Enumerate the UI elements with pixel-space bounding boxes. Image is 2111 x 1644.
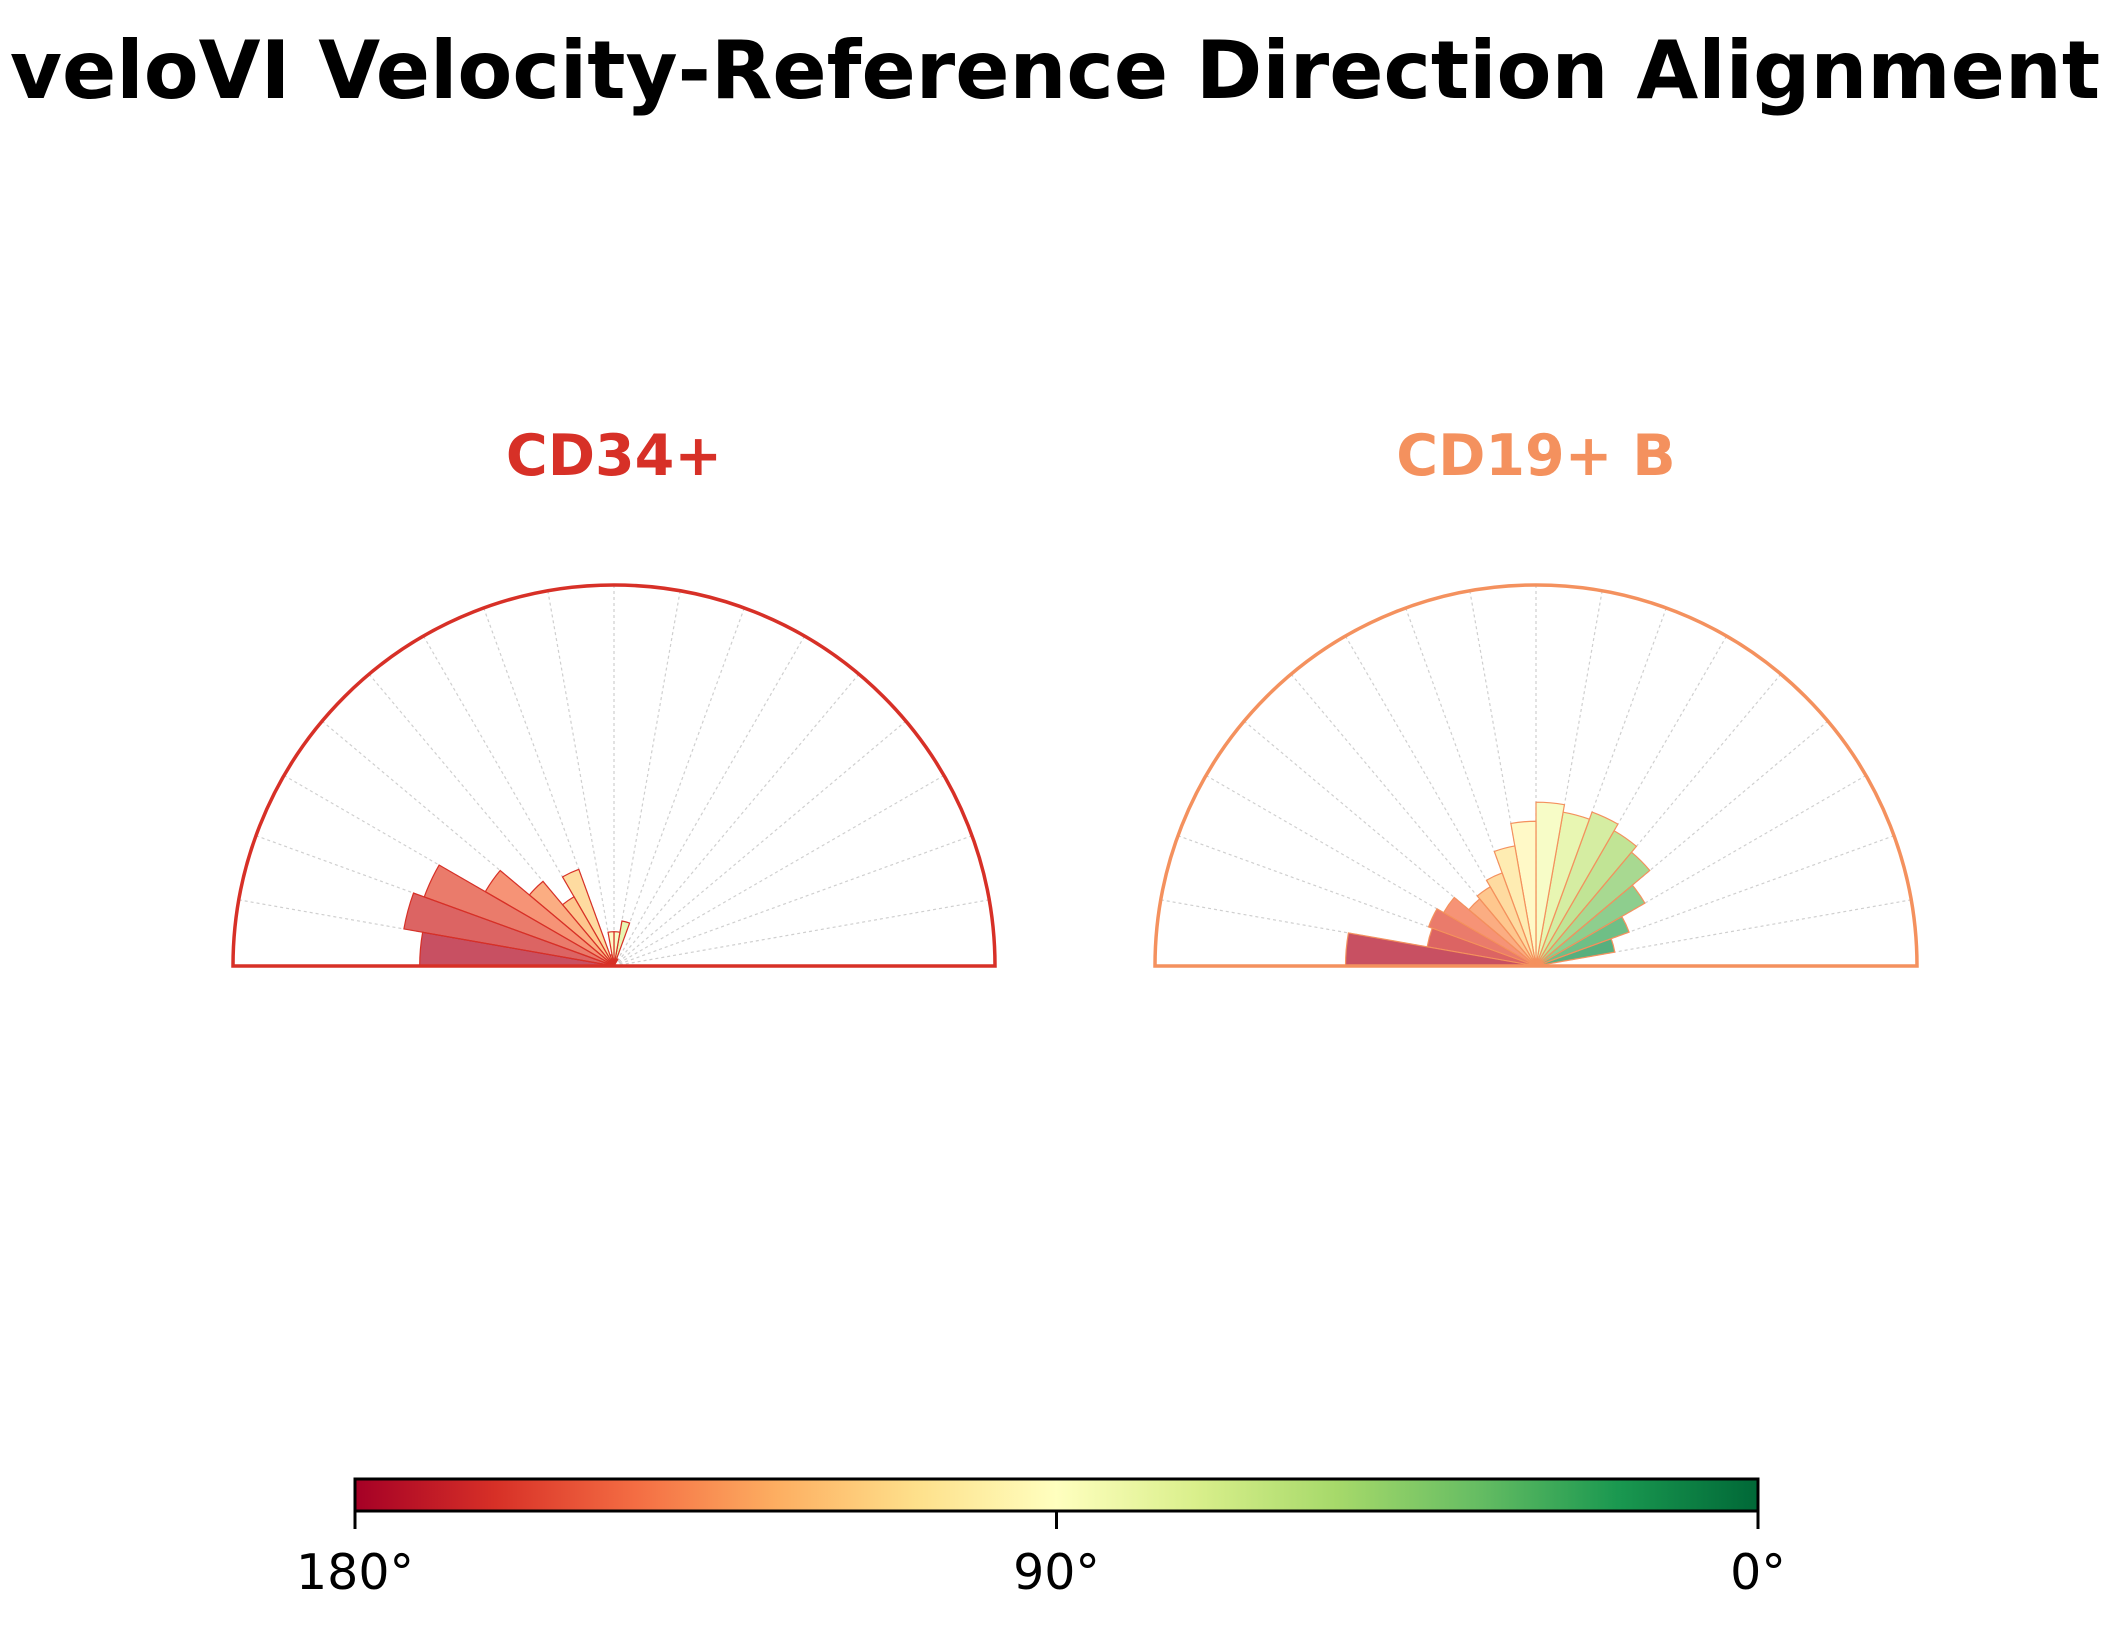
bar-125deg xyxy=(1476,885,1537,967)
colorbar: 180° 90° 0° xyxy=(296,1477,1786,1601)
bar-115deg xyxy=(1485,872,1537,967)
colorbar-ticks: 180° 90° 0° xyxy=(296,1511,1786,1601)
panels: CD34+ CD19+ B xyxy=(231,423,1919,968)
chart-title: veloVI Velocity-Reference Direction Alig… xyxy=(10,24,2100,117)
colorbar-gradient xyxy=(353,1477,1760,1513)
grid-spoke xyxy=(613,835,973,967)
bar-115deg xyxy=(561,868,615,967)
grid-spoke xyxy=(613,774,945,967)
bar-75deg xyxy=(613,920,631,967)
grid-spoke xyxy=(613,720,907,967)
grid-spoke xyxy=(613,607,745,967)
bar-165deg xyxy=(403,892,615,967)
panel-cd34-: CD34+ xyxy=(231,423,997,968)
grid-spoke xyxy=(613,635,806,967)
panel-cd19-b: CD19+ B xyxy=(1153,423,1919,968)
colorbar-tick-label: 90° xyxy=(1013,1544,1100,1601)
bar-85deg xyxy=(1535,801,1566,967)
grid-spoke xyxy=(613,899,990,967)
colorbar-tick-label: 0° xyxy=(1730,1544,1786,1601)
bar-155deg xyxy=(1427,908,1537,967)
polar-outline xyxy=(231,583,997,968)
panel-title: CD34+ xyxy=(506,423,722,489)
grid-spoke xyxy=(613,590,681,967)
polar-outline xyxy=(1153,583,1919,968)
grid-spoke xyxy=(613,673,860,967)
bar-65deg xyxy=(1535,811,1619,967)
panel-title: CD19+ B xyxy=(1396,423,1676,489)
colorbar-tick-label: 180° xyxy=(296,1544,414,1601)
